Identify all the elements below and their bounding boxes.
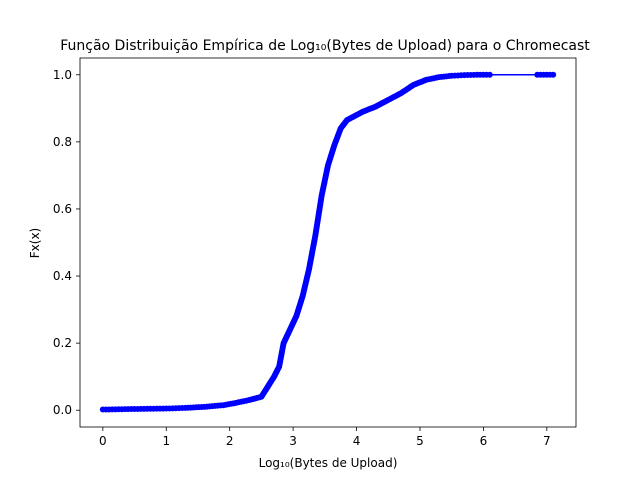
x-tick-label: 3: [289, 434, 297, 448]
y-tick-label: 0.6: [53, 202, 72, 216]
y-tick-label: 0.4: [53, 269, 72, 283]
x-tick-label: 7: [543, 434, 551, 448]
x-tick-label: 6: [480, 434, 488, 448]
y-tick-label: 0.0: [53, 403, 72, 417]
chart-title: Função Distribuição Empírica de Log₁₀(By…: [60, 38, 590, 54]
data-point: [550, 72, 556, 78]
series-layer: [100, 72, 556, 413]
x-tick-label: 2: [226, 434, 234, 448]
axes-frame: [80, 58, 576, 427]
y-axis-label: Fx(x): [28, 228, 42, 258]
y-tick-label: 0.2: [53, 336, 72, 350]
x-axis-ticks: 0 1 2 3 4 5 6 7: [99, 427, 551, 448]
data-point: [487, 72, 493, 78]
x-tick-label: 0: [99, 434, 107, 448]
series-line: [103, 75, 553, 410]
y-axis-ticks: 0.0 0.2 0.4 0.6 0.8 1.0: [53, 68, 80, 417]
x-tick-label: 4: [353, 434, 361, 448]
x-tick-label: 1: [162, 434, 170, 448]
y-tick-label: 0.8: [53, 135, 72, 149]
x-tick-label: 5: [416, 434, 424, 448]
y-tick-label: 1.0: [53, 68, 72, 82]
plot-area: [80, 58, 576, 427]
x-axis-label: Log₁₀(Bytes de Upload): [259, 456, 398, 470]
